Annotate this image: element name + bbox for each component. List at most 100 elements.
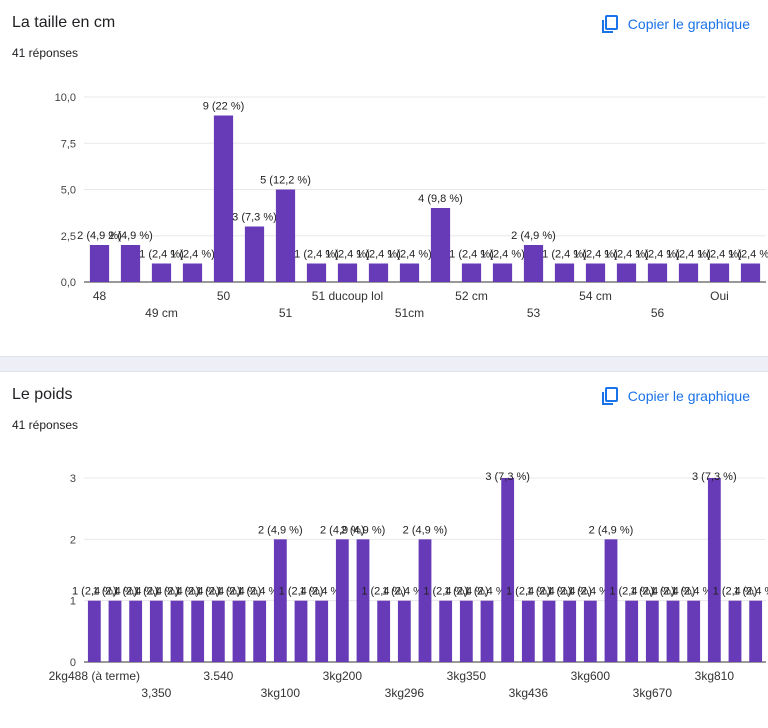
bar[interactable] xyxy=(315,600,329,662)
bar[interactable] xyxy=(439,600,453,662)
x-tick-label: 3kg296 xyxy=(385,686,425,700)
bar[interactable] xyxy=(563,600,577,662)
bar[interactable] xyxy=(294,600,308,662)
bar[interactable] xyxy=(604,539,618,662)
data-label: 1 (2,4 %) xyxy=(196,586,241,598)
bar[interactable] xyxy=(585,263,606,283)
x-tick-label: 2kg488 (à terme) xyxy=(49,669,140,683)
data-label: 1 (2,4 %) xyxy=(697,249,742,261)
bar[interactable] xyxy=(120,245,141,282)
x-tick-label: 52 cm xyxy=(455,289,488,303)
bar[interactable] xyxy=(501,478,515,662)
bar[interactable] xyxy=(151,263,172,283)
bar[interactable] xyxy=(211,600,225,662)
bar[interactable] xyxy=(89,245,110,282)
data-label: 1 (2,4 %) xyxy=(155,586,200,598)
y-tick-label: 0 xyxy=(70,657,76,669)
bar[interactable] xyxy=(275,189,296,283)
bar[interactable] xyxy=(480,600,494,662)
data-label: 1 (2,4 %) xyxy=(630,586,675,598)
bar[interactable] xyxy=(430,208,451,282)
x-tick-label: 3kg670 xyxy=(633,686,673,700)
bar[interactable] xyxy=(709,263,730,283)
bar[interactable] xyxy=(397,600,411,662)
bar[interactable] xyxy=(583,600,597,662)
data-label: 2 (4,9 %) xyxy=(589,524,634,536)
bar[interactable] xyxy=(232,600,246,662)
bar[interactable] xyxy=(306,263,327,283)
x-tick-label: 54 cm xyxy=(579,289,612,303)
y-tick-label: 7,5 xyxy=(61,138,76,150)
copy-chart-label: Copier le graphique xyxy=(627,16,750,32)
x-tick-label: 49 cm xyxy=(145,306,178,320)
bar[interactable] xyxy=(129,600,143,662)
data-label: 1 (2,4 %) xyxy=(299,586,344,598)
bar[interactable] xyxy=(182,263,203,283)
bar[interactable] xyxy=(461,263,482,283)
copy-chart-button[interactable]: Copier le graphique xyxy=(600,382,750,410)
bar[interactable] xyxy=(377,600,391,662)
x-tick-label: 51 xyxy=(279,306,293,320)
y-tick-label: 2,5 xyxy=(61,231,76,243)
data-label: 2 (4,9 %) xyxy=(258,524,303,536)
bar[interactable] xyxy=(616,263,637,283)
data-label: 3 (7,3 %) xyxy=(232,212,277,224)
data-label: 3 (7,3 %) xyxy=(485,471,530,483)
data-label: 1 (2,4 %) xyxy=(568,586,613,598)
y-tick-label: 10,0 xyxy=(55,92,76,104)
bar[interactable] xyxy=(728,600,742,662)
bar[interactable] xyxy=(521,600,535,662)
bar[interactable] xyxy=(523,245,544,282)
bar[interactable] xyxy=(647,263,668,283)
data-label: 1 (2,4 %) xyxy=(361,586,406,598)
bar[interactable] xyxy=(213,115,234,283)
y-tick-label: 0,0 xyxy=(61,277,76,289)
data-label: 1 (2,4 %) xyxy=(728,249,768,261)
bar[interactable] xyxy=(149,600,163,662)
bar[interactable] xyxy=(492,263,513,283)
bar[interactable] xyxy=(108,600,122,662)
bar[interactable] xyxy=(253,600,267,662)
bar[interactable] xyxy=(170,600,184,662)
bar[interactable] xyxy=(459,600,473,662)
data-label: 1 (2,4 %) xyxy=(506,586,551,598)
data-label: 1 (2,4 %) xyxy=(651,586,696,598)
data-label: 2 (4,9 %) xyxy=(77,230,122,242)
data-label: 1 (2,4 %) xyxy=(713,586,758,598)
bar[interactable] xyxy=(337,263,358,283)
bar[interactable] xyxy=(625,600,639,662)
bar[interactable] xyxy=(645,600,659,662)
bar[interactable] xyxy=(335,539,349,662)
chart-card-poids: Le poids 41 réponses Copier le graphique… xyxy=(0,372,768,728)
data-label: 1 (2,4 %) xyxy=(547,586,592,598)
bar[interactable] xyxy=(687,600,701,662)
bar[interactable] xyxy=(554,263,575,283)
data-label: 1 (2,4 %) xyxy=(542,249,587,261)
data-label: 1 (2,4 %) xyxy=(382,586,427,598)
bar[interactable] xyxy=(244,226,265,283)
bar-chart-taille: 0,02,55,07,510,02 (4,9 %)2 (4,9 %)1 (2,4… xyxy=(55,92,768,320)
x-tick-label: 3kg100 xyxy=(261,686,301,700)
y-tick-label: 1 xyxy=(70,596,76,608)
x-tick-label: 48 xyxy=(93,289,107,303)
bar[interactable] xyxy=(707,478,721,662)
data-label: 1 (2,4 %) xyxy=(733,586,768,598)
bar[interactable] xyxy=(740,263,761,283)
bar[interactable] xyxy=(191,600,205,662)
bar[interactable] xyxy=(356,539,370,662)
bar[interactable] xyxy=(399,263,420,283)
data-label: 5 (12,2 %) xyxy=(260,175,311,187)
data-label: 1 (2,4 %) xyxy=(666,249,711,261)
bar[interactable] xyxy=(666,600,680,662)
copy-chart-button[interactable]: Copier le graphique xyxy=(600,10,750,38)
bar[interactable] xyxy=(749,600,763,662)
bar[interactable] xyxy=(273,539,287,662)
x-tick-label: 3.540 xyxy=(203,669,233,683)
bar[interactable] xyxy=(368,263,389,283)
data-label: 1 (2,4 %) xyxy=(671,586,716,598)
bar[interactable] xyxy=(678,263,699,283)
bar[interactable] xyxy=(87,600,101,662)
bar[interactable] xyxy=(542,600,556,662)
bar[interactable] xyxy=(418,539,432,662)
data-label: 1 (2,4 %) xyxy=(325,249,370,261)
